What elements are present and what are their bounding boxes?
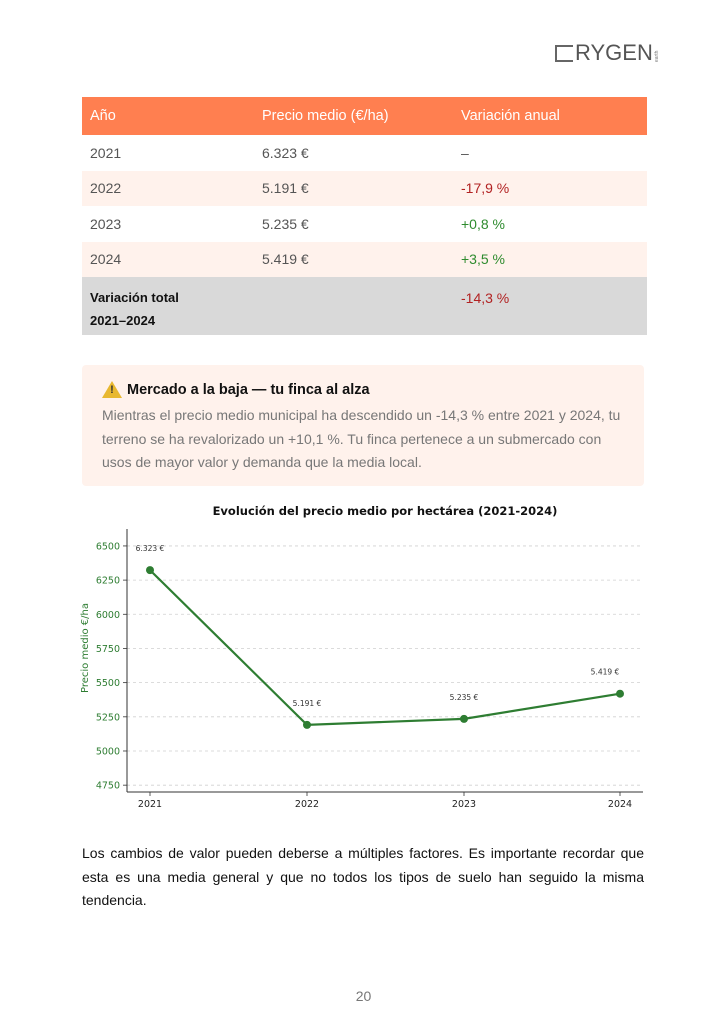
table-row: 2024 5.419 € +3,5 % bbox=[82, 241, 647, 277]
callout-title-row: ! Mercado a la baja — tu finca al alza bbox=[102, 381, 624, 398]
chart-y-axis-label: Precio medio €/ha bbox=[80, 603, 91, 693]
chart-y-ticks: 4750 5000 5250 5500 5750 6000 6250 6500 bbox=[96, 541, 127, 792]
y-tick-label: 6000 bbox=[96, 610, 120, 621]
page-number: 20 bbox=[355, 988, 372, 1004]
chart-grid bbox=[127, 545, 643, 786]
table-header-row: Año Precio medio (€/ha) Variación anual bbox=[82, 97, 647, 135]
data-point bbox=[460, 714, 468, 723]
total-change: -14,3 % bbox=[453, 277, 647, 335]
cell-change: – bbox=[461, 144, 469, 161]
logo-subtext: earth bbox=[653, 50, 660, 62]
cell-price: 6.323 € bbox=[262, 144, 309, 161]
explanation-paragraph: Los cambios de valor pueden deberse a mú… bbox=[82, 845, 644, 908]
header-change: Variación anual bbox=[453, 97, 647, 135]
chart-axes bbox=[126, 529, 643, 793]
brand-logo: RYGEN earth bbox=[555, 38, 660, 65]
table-row: 2021 6.323 € – bbox=[82, 135, 647, 171]
data-label: 5.191 € bbox=[293, 699, 322, 708]
total-label-line2: 2021–2024 bbox=[90, 313, 156, 328]
price-table: Año Precio medio (€/ha) Variación anual … bbox=[82, 97, 647, 335]
y-tick-label: 5000 bbox=[96, 746, 120, 757]
table-row: 2023 5.235 € +0,8 % bbox=[82, 206, 647, 242]
x-tick-label: 2022 bbox=[295, 799, 319, 810]
total-label-line1: Variación total bbox=[90, 290, 179, 305]
total-label: Variación total 2021–2024 bbox=[82, 277, 254, 335]
market-callout: ! Mercado a la baja — tu finca al alza M… bbox=[82, 365, 644, 486]
cell-change: +3,5 % bbox=[453, 241, 647, 277]
price-line-chart: Evolución del precio medio por hectárea … bbox=[80, 504, 643, 810]
x-tick-label: 2023 bbox=[452, 799, 476, 810]
y-tick-label: 6250 bbox=[96, 576, 120, 587]
data-label: 5.235 € bbox=[450, 693, 479, 702]
cell-year: 2023 bbox=[90, 215, 122, 232]
data-label: 6.323 € bbox=[136, 544, 165, 553]
cell-year: 2021 bbox=[90, 144, 122, 161]
y-tick-label: 6500 bbox=[96, 541, 120, 552]
y-tick-label: 4750 bbox=[96, 781, 120, 792]
series-line bbox=[149, 569, 621, 726]
chart-series: 6.323 € 5.191 € 5.235 € 5.419 € bbox=[136, 544, 624, 729]
table-row: 2022 5.191 € -17,9 % bbox=[82, 170, 647, 206]
cell-change: +0,8 % bbox=[461, 215, 505, 232]
cell-year: 2022 bbox=[82, 170, 254, 206]
callout-title: Mercado a la baja — tu finca al alza bbox=[127, 381, 370, 398]
data-point bbox=[303, 720, 311, 729]
header-price: Precio medio (€/ha) bbox=[254, 97, 453, 135]
cell-year: 2024 bbox=[82, 241, 254, 277]
header-year: Año bbox=[82, 97, 254, 135]
data-point bbox=[146, 566, 154, 575]
logo-mark-icon bbox=[555, 45, 573, 62]
logo-text: RYGEN bbox=[575, 40, 653, 65]
cell-price: 5.191 € bbox=[254, 170, 453, 206]
chart-x-ticks: 2021 2022 2023 2024 bbox=[138, 792, 632, 810]
cell-price: 5.235 € bbox=[262, 215, 309, 232]
cell-change: -17,9 % bbox=[453, 170, 647, 206]
y-tick-label: 5500 bbox=[96, 678, 120, 689]
data-point bbox=[616, 689, 624, 698]
y-tick-label: 5750 bbox=[96, 644, 120, 655]
warning-icon: ! bbox=[102, 381, 122, 398]
x-tick-label: 2021 bbox=[138, 799, 162, 810]
callout-body: Mientras el precio medio municipal ha de… bbox=[102, 407, 621, 470]
total-price-empty bbox=[254, 277, 453, 335]
cell-price: 5.419 € bbox=[254, 241, 453, 277]
x-tick-label: 2024 bbox=[608, 799, 632, 810]
data-label: 5.419 € bbox=[591, 668, 620, 677]
y-tick-label: 5250 bbox=[96, 712, 120, 723]
table-total-row: Variación total 2021–2024 -14,3 % bbox=[82, 277, 647, 335]
chart-title: Evolución del precio medio por hectárea … bbox=[213, 504, 558, 518]
